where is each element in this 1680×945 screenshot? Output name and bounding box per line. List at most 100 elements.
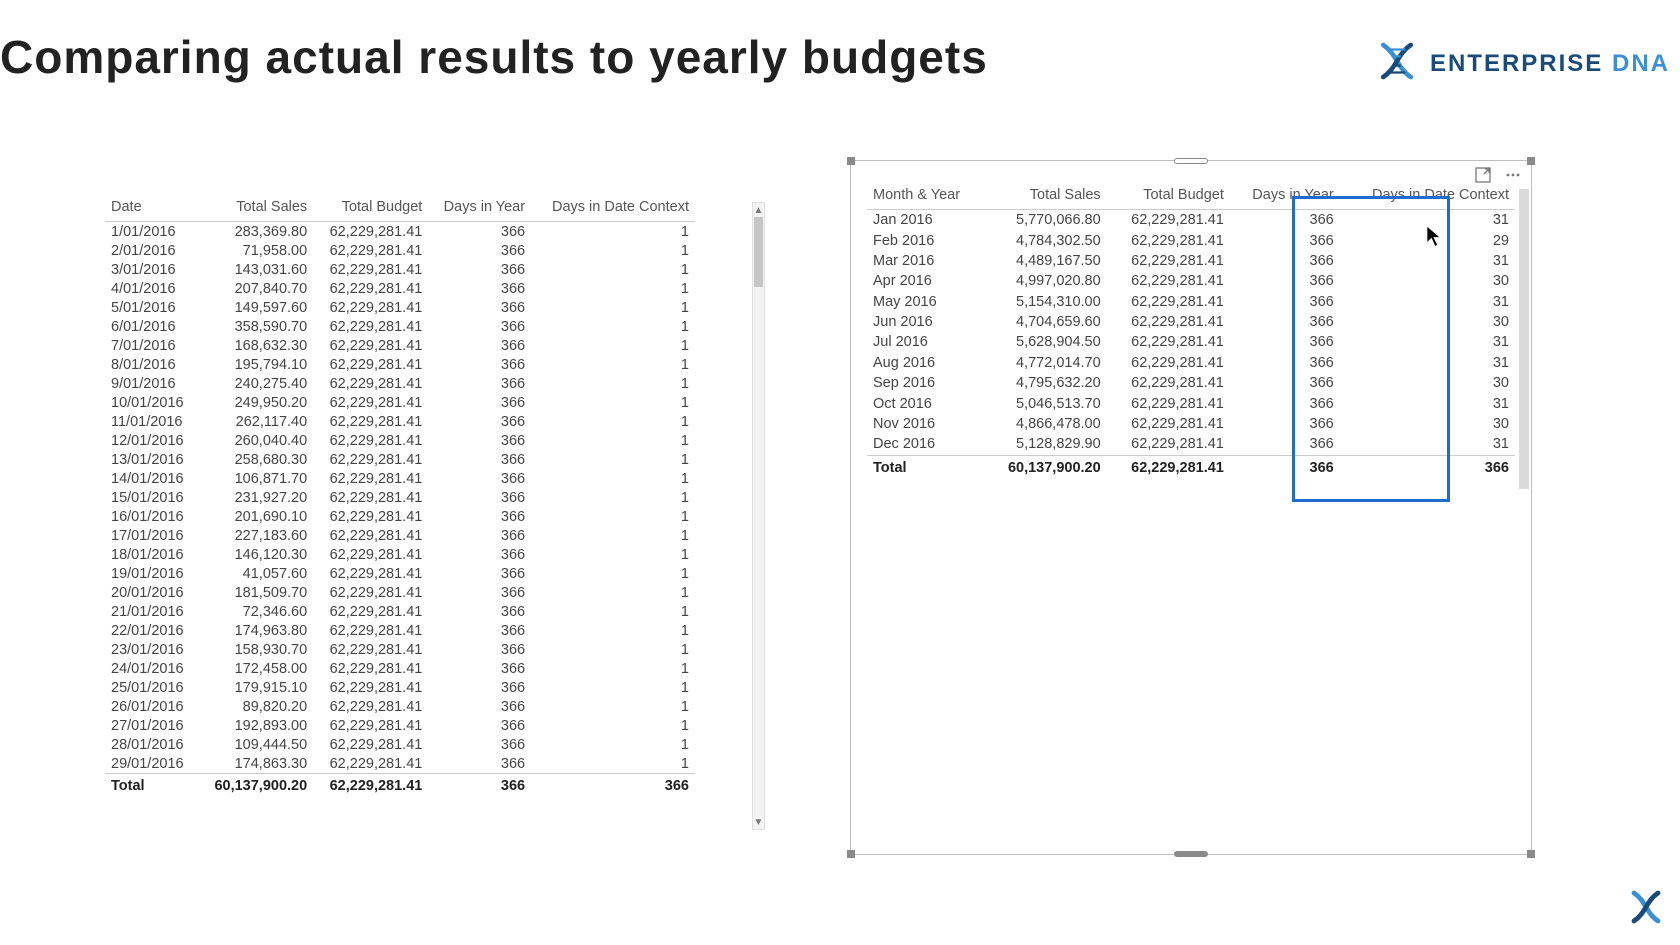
- table-row[interactable]: Aug 20164,772,014.7062,229,281.4136631: [867, 353, 1515, 373]
- table-row[interactable]: 6/01/2016358,590.7062,229,281.413661: [105, 317, 695, 336]
- table-cell: Sep 2016: [867, 373, 984, 393]
- table-row[interactable]: 3/01/2016143,031.6062,229,281.413661: [105, 260, 695, 279]
- table-row[interactable]: 19/01/201641,057.6062,229,281.413661: [105, 564, 695, 583]
- table-row[interactable]: 4/01/2016207,840.7062,229,281.413661: [105, 279, 695, 298]
- table-row[interactable]: 25/01/2016179,915.1062,229,281.413661: [105, 678, 695, 697]
- table-cell: 62,229,281.41: [313, 241, 428, 260]
- table-row[interactable]: 20/01/2016181,509.7062,229,281.413661: [105, 583, 695, 602]
- table-cell: 29/01/2016: [105, 754, 198, 774]
- resize-handle-br[interactable]: [1527, 850, 1535, 858]
- table-row[interactable]: 7/01/2016168,632.3062,229,281.413661: [105, 336, 695, 355]
- table-row[interactable]: Feb 20164,784,302.5062,229,281.4136629: [867, 230, 1515, 250]
- table-row[interactable]: 10/01/2016249,950.2062,229,281.413661: [105, 393, 695, 412]
- daily-table-visual[interactable]: DateTotal SalesTotal BudgetDays in YearD…: [105, 195, 695, 798]
- table-row[interactable]: 9/01/2016240,275.4062,229,281.413661: [105, 374, 695, 393]
- resize-handle-tl[interactable]: [847, 157, 855, 165]
- table-row[interactable]: 14/01/2016106,871.7062,229,281.413661: [105, 469, 695, 488]
- column-header[interactable]: Total Sales: [984, 183, 1107, 210]
- table-row[interactable]: 13/01/2016258,680.3062,229,281.413661: [105, 450, 695, 469]
- focus-mode-icon[interactable]: [1473, 165, 1493, 185]
- table-cell: 366: [428, 754, 531, 774]
- table-cell: 89,820.20: [198, 697, 313, 716]
- table-cell: 366: [428, 488, 531, 507]
- column-header[interactable]: Days in Date Context: [1340, 183, 1515, 210]
- table-row[interactable]: 15/01/2016231,927.2062,229,281.413661: [105, 488, 695, 507]
- table-row[interactable]: 16/01/2016201,690.1062,229,281.413661: [105, 507, 695, 526]
- table-row[interactable]: Sep 20164,795,632.2062,229,281.4136630: [867, 373, 1515, 393]
- table-cell: 366: [1230, 414, 1340, 434]
- column-header[interactable]: Total Budget: [313, 195, 428, 222]
- resize-handle-tr[interactable]: [1527, 157, 1535, 165]
- subscribe-icon[interactable]: [1626, 887, 1666, 927]
- table-row[interactable]: 2/01/201671,958.0062,229,281.413661: [105, 241, 695, 260]
- table-cell: 62,229,281.41: [1107, 210, 1230, 231]
- table-row[interactable]: 22/01/2016174,963.8062,229,281.413661: [105, 621, 695, 640]
- scroll-down-icon[interactable]: ▼: [753, 815, 764, 829]
- column-header[interactable]: Total Budget: [1107, 183, 1230, 210]
- table-row[interactable]: 29/01/2016174,863.3062,229,281.413661: [105, 754, 695, 774]
- column-header[interactable]: Total Sales: [198, 195, 313, 222]
- table-row[interactable]: Oct 20165,046,513.7062,229,281.4136631: [867, 393, 1515, 413]
- table-cell: 366: [1230, 292, 1340, 312]
- column-header[interactable]: Month & Year: [867, 183, 984, 210]
- scroll-up-icon[interactable]: ▲: [753, 203, 764, 217]
- more-options-icon[interactable]: [1503, 165, 1523, 185]
- table-cell: 62,229,281.41: [313, 640, 428, 659]
- table-cell: 1: [531, 393, 695, 412]
- table-row[interactable]: Dec 20165,128,829.9062,229,281.4136631: [867, 434, 1515, 455]
- table-row[interactable]: Jun 20164,704,659.6062,229,281.4136630: [867, 312, 1515, 332]
- table-row[interactable]: 21/01/201672,346.6062,229,281.413661: [105, 602, 695, 621]
- table-row[interactable]: 17/01/2016227,183.6062,229,281.413661: [105, 526, 695, 545]
- resize-handle-bl[interactable]: [847, 850, 855, 858]
- table-row[interactable]: May 20165,154,310.0062,229,281.4136631: [867, 292, 1515, 312]
- table-row[interactable]: 1/01/2016283,369.8062,229,281.413661: [105, 222, 695, 242]
- table-cell: 1: [531, 317, 695, 336]
- resize-handle-bottom[interactable]: [1174, 851, 1208, 857]
- monthly-table-visual-selected[interactable]: Month & YearTotal SalesTotal BudgetDays …: [850, 160, 1532, 855]
- table-row[interactable]: 28/01/2016109,444.5062,229,281.413661: [105, 735, 695, 754]
- table-cell: 62,229,281.41: [1107, 353, 1230, 373]
- table-cell: 366: [428, 526, 531, 545]
- table-row[interactable]: 8/01/2016195,794.1062,229,281.413661: [105, 355, 695, 374]
- column-header[interactable]: Days in Year: [1230, 183, 1340, 210]
- table-row[interactable]: 26/01/201689,820.2062,229,281.413661: [105, 697, 695, 716]
- monthly-table-scrollbar[interactable]: [1519, 189, 1529, 848]
- table-cell: 62,229,281.41: [313, 621, 428, 640]
- table-row[interactable]: 27/01/2016192,893.0062,229,281.413661: [105, 716, 695, 735]
- table-cell: 358,590.70: [198, 317, 313, 336]
- table-cell: 366: [1230, 230, 1340, 250]
- table-cell: 31: [1340, 353, 1515, 373]
- monthly-table: Month & YearTotal SalesTotal BudgetDays …: [867, 183, 1515, 480]
- table-row[interactable]: 12/01/2016260,040.4062,229,281.413661: [105, 431, 695, 450]
- table-cell: 366: [428, 450, 531, 469]
- table-cell: 18/01/2016: [105, 545, 198, 564]
- table-row[interactable]: 23/01/2016158,930.7062,229,281.413661: [105, 640, 695, 659]
- table-row[interactable]: 5/01/2016149,597.6062,229,281.413661: [105, 298, 695, 317]
- table-cell: Feb 2016: [867, 230, 984, 250]
- column-header[interactable]: Days in Year: [428, 195, 531, 222]
- table-row[interactable]: Jan 20165,770,066.8062,229,281.4136631: [867, 210, 1515, 231]
- column-header[interactable]: Date: [105, 195, 198, 222]
- daily-table-scrollbar[interactable]: ▲ ▼: [752, 202, 765, 830]
- table-cell: 146,120.30: [198, 545, 313, 564]
- scroll-thumb[interactable]: [1519, 189, 1529, 489]
- table-cell: 366: [428, 583, 531, 602]
- table-row[interactable]: Mar 20164,489,167.5062,229,281.4136631: [867, 251, 1515, 271]
- brand-text-accent: DNA: [1612, 50, 1670, 77]
- table-cell: 1: [531, 374, 695, 393]
- table-row[interactable]: 18/01/2016146,120.3062,229,281.413661: [105, 545, 695, 564]
- table-row[interactable]: 24/01/2016172,458.0062,229,281.413661: [105, 659, 695, 678]
- resize-handle-top[interactable]: [1174, 158, 1208, 164]
- table-cell: 62,229,281.41: [313, 754, 428, 774]
- table-row[interactable]: 11/01/2016262,117.4062,229,281.413661: [105, 412, 695, 431]
- table-cell: 20/01/2016: [105, 583, 198, 602]
- column-header[interactable]: Days in Date Context: [531, 195, 695, 222]
- scroll-thumb[interactable]: [754, 217, 763, 287]
- table-cell: 366: [1230, 332, 1340, 352]
- table-row[interactable]: Nov 20164,866,478.0062,229,281.4136630: [867, 414, 1515, 434]
- total-label: Total: [867, 455, 984, 480]
- table-row[interactable]: Apr 20164,997,020.8062,229,281.4136630: [867, 271, 1515, 291]
- table-row[interactable]: Jul 20165,628,904.5062,229,281.4136631: [867, 332, 1515, 352]
- table-cell: 1: [531, 450, 695, 469]
- table-cell: 1: [531, 488, 695, 507]
